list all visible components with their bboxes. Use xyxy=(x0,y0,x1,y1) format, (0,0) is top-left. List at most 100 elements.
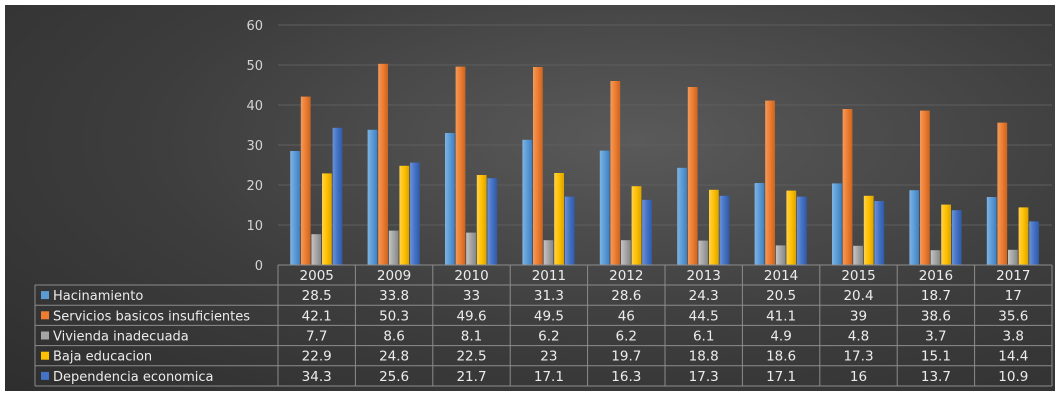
bar-hacinamiento-2015 xyxy=(832,183,842,265)
bar-dependencia-economica-2012 xyxy=(642,199,652,265)
data-label: 17.1 xyxy=(534,369,564,385)
category-label-2010: 2010 xyxy=(454,268,488,284)
bar-dependencia-economica-2015 xyxy=(874,201,885,265)
category-label-2017: 2017 xyxy=(996,268,1030,284)
bar-baja-educacion-2009 xyxy=(399,165,410,265)
bar-dependencia-economica-2005 xyxy=(332,127,343,265)
bar-vivienda-inadecuada-2017 xyxy=(1008,249,1018,265)
data-label: 18.7 xyxy=(921,288,951,304)
legend-key-baja-educacion xyxy=(41,351,49,360)
y-tick-label: 0 xyxy=(255,259,263,274)
bar-dependencia-economica-2009 xyxy=(410,162,420,265)
data-label: 13.7 xyxy=(921,369,951,385)
bar-vivienda-inadecuada-2015 xyxy=(853,245,863,265)
category-label-2016: 2016 xyxy=(919,268,953,284)
data-label: 20.5 xyxy=(766,288,796,304)
y-axis-ticks: 0 10 20 30 40 50 60 xyxy=(246,19,263,274)
data-label: 23 xyxy=(540,349,557,365)
data-label: 39 xyxy=(850,308,867,324)
data-label: 38.6 xyxy=(921,308,951,324)
bar-hacinamiento-2017 xyxy=(986,197,997,265)
data-label: 8.6 xyxy=(383,329,404,345)
data-label: 41.1 xyxy=(766,308,796,324)
data-label: 24.8 xyxy=(379,349,409,365)
bar-hacinamiento-2005 xyxy=(290,151,300,265)
bars xyxy=(290,63,1039,265)
data-label: 16 xyxy=(850,369,867,385)
bar-hacinamiento-2009 xyxy=(367,129,378,265)
data-label: 21.7 xyxy=(456,369,486,385)
data-label: 28.6 xyxy=(611,288,641,304)
bar-servicios-basicos-insuficientes-2010 xyxy=(455,66,466,265)
series-label: Servicios basicos insuficientes xyxy=(53,309,250,324)
data-label: 6.2 xyxy=(538,329,559,345)
bar-vivienda-inadecuada-2010 xyxy=(466,232,476,265)
bar-hacinamiento-2014 xyxy=(754,183,765,265)
bar-servicios-basicos-insuficientes-2017 xyxy=(997,122,1008,265)
data-label: 10.9 xyxy=(998,369,1028,385)
bar-dependencia-economica-2017 xyxy=(1029,221,1039,265)
bar-dependencia-economica-2011 xyxy=(564,196,575,265)
bar-vivienda-inadecuada-2009 xyxy=(388,230,399,265)
data-label: 16.3 xyxy=(611,369,641,385)
bar-baja-educacion-2014 xyxy=(786,190,797,265)
bar-baja-educacion-2017 xyxy=(1018,207,1029,265)
bar-servicios-basicos-insuficientes-2012 xyxy=(610,81,621,265)
data-label: 22.5 xyxy=(456,349,486,365)
bar-servicios-basicos-insuficientes-2016 xyxy=(920,110,930,265)
data-label: 17.3 xyxy=(689,369,719,385)
legend-key-servicios-basicos-insuficientes xyxy=(41,311,49,320)
data-label: 44.5 xyxy=(689,308,719,324)
bar-baja-educacion-2011 xyxy=(554,173,564,265)
data-label: 24.3 xyxy=(689,288,719,304)
data-label: 4.8 xyxy=(848,329,869,345)
bar-baja-educacion-2013 xyxy=(709,189,719,265)
data-label: 35.6 xyxy=(998,308,1028,324)
bar-servicios-basicos-insuficientes-2013 xyxy=(687,87,698,265)
data-label: 25.6 xyxy=(379,369,409,385)
series-label: Dependencia economica xyxy=(53,370,214,385)
data-label: 7.7 xyxy=(306,329,327,345)
y-tick-label: 30 xyxy=(246,139,263,154)
bar-hacinamiento-2012 xyxy=(599,150,610,265)
data-label: 18.8 xyxy=(689,349,719,365)
data-table: 2005 2009 2010 2011 2012 2013 2014 2015 2016 2017… xyxy=(34,264,1053,387)
bar-vivienda-inadecuada-2016 xyxy=(930,250,941,265)
series-label: Baja educacion xyxy=(53,350,152,365)
data-label: 8.1 xyxy=(461,329,482,345)
bar-servicios-basicos-insuficientes-2015 xyxy=(842,109,853,265)
bar-hacinamiento-2016 xyxy=(909,190,920,265)
bar-hacinamiento-2010 xyxy=(445,133,455,265)
y-tick-label: 50 xyxy=(246,59,263,74)
data-label: 33.8 xyxy=(379,288,409,304)
legend-key-dependencia-economica xyxy=(41,371,49,380)
bar-vivienda-inadecuada-2011 xyxy=(543,240,554,265)
category-label-2013: 2013 xyxy=(687,268,721,284)
bar-servicios-basicos-insuficientes-2005 xyxy=(300,96,311,265)
y-tick-label: 40 xyxy=(246,99,263,114)
data-label: 33 xyxy=(463,288,480,304)
data-label: 46 xyxy=(618,308,635,324)
data-label: 3.7 xyxy=(925,329,946,345)
category-label-2011: 2011 xyxy=(532,268,566,284)
data-label: 17 xyxy=(1005,288,1022,304)
bar-dependencia-economica-2010 xyxy=(487,178,498,265)
legend-key-hacinamiento xyxy=(41,291,49,300)
y-tick-label: 20 xyxy=(246,179,263,194)
chart-area: 0 10 20 30 40 50 60 2005 2009 2010 2011 2012 2013 20… xyxy=(5,5,1055,391)
data-label: 42.1 xyxy=(302,308,332,324)
category-label-2005: 2005 xyxy=(300,268,334,284)
data-label: 49.5 xyxy=(534,308,564,324)
data-label: 34.3 xyxy=(302,369,332,385)
legend-key-vivienda-inadecuada xyxy=(41,331,49,340)
bar-hacinamiento-2013 xyxy=(677,167,687,265)
data-label: 17.3 xyxy=(843,349,873,365)
bar-dependencia-economica-2014 xyxy=(797,196,807,265)
category-label-2012: 2012 xyxy=(609,268,643,284)
bar-baja-educacion-2012 xyxy=(631,186,642,265)
data-label: 49.6 xyxy=(456,308,486,324)
data-label: 20.4 xyxy=(843,288,873,304)
bar-servicios-basicos-insuficientes-2011 xyxy=(533,67,543,265)
data-label: 31.3 xyxy=(534,288,564,304)
